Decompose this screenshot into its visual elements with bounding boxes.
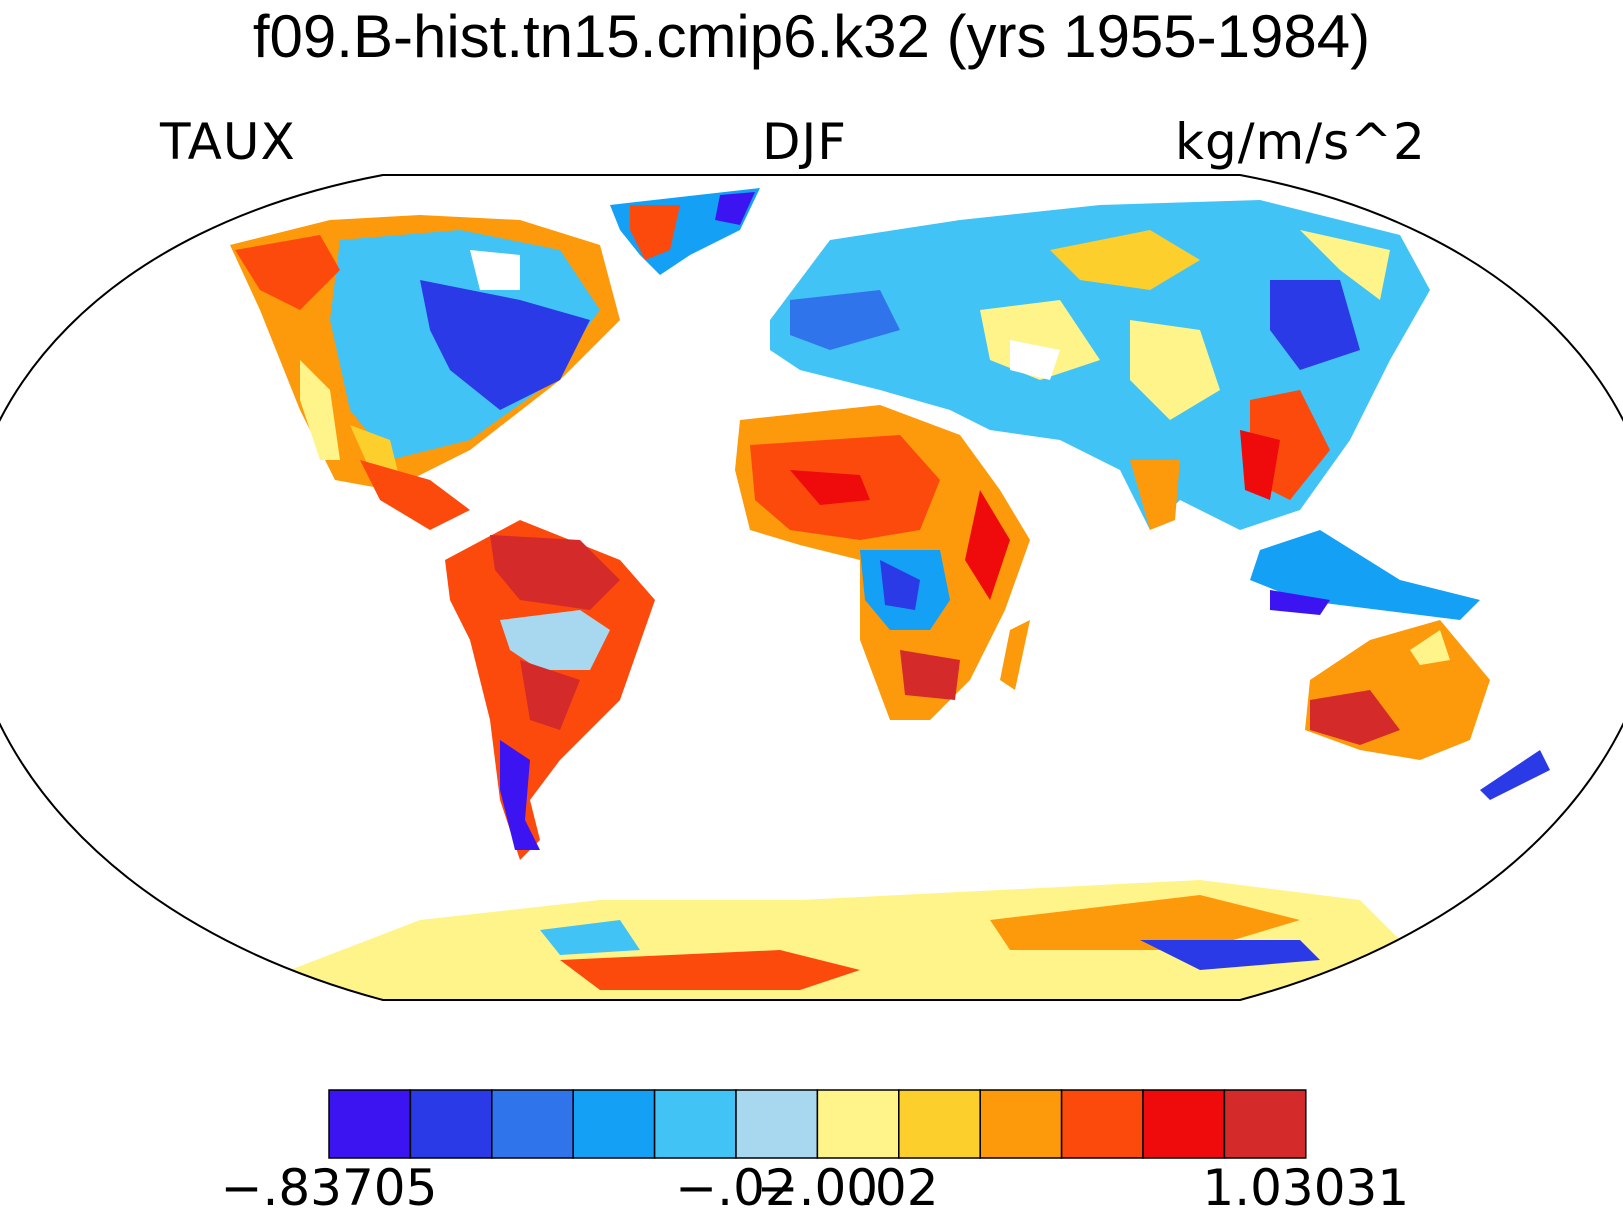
colorbar: −.83705 −.02−.00.02 1.03031 [221,1089,1409,1217]
africa [735,405,1030,720]
colorbar-swatch [409,1089,493,1159]
colorbar-tick-label: 1.03031 [1202,1159,1409,1217]
colorbar-swatch [1142,1089,1226,1159]
colorbar-swatch [328,1089,412,1159]
antarctica [290,880,1400,1000]
colorbar-swatch [572,1089,656,1159]
variable-label: TAUX [160,113,296,171]
colorbar-swatch [1223,1089,1307,1159]
colorbar-swatch [653,1089,737,1159]
colorbar-tick-label: −.00 [757,1159,878,1217]
eurasia [770,200,1430,530]
world-map [0,174,1623,1001]
season-label: DJF [762,113,848,171]
colorbar-tick-label: −.02 [675,1159,796,1217]
colorbar-swatch [491,1089,574,1159]
maritime-continent [1250,530,1480,620]
south-america [445,520,655,860]
colorbar-swatch [816,1089,900,1159]
plot-title: f09.B-hist.tn15.cmip6.k32 (yrs 1955-1984… [252,3,1371,70]
units-label: kg/m/s^2 [1175,113,1426,171]
colorbar-swatch [979,1089,1063,1159]
map-boundary [0,174,1623,1001]
colorbar-swatch [735,1089,819,1159]
colorbar-swatch [898,1089,981,1159]
australia [1305,620,1550,800]
colorbar-tick-label: −.83705 [221,1159,438,1217]
greenland [610,188,760,275]
colorbar-tick-label: .02 [859,1159,939,1217]
map-fields [230,188,1550,1000]
north-america [230,215,620,530]
colorbar-swatch [1060,1089,1144,1159]
